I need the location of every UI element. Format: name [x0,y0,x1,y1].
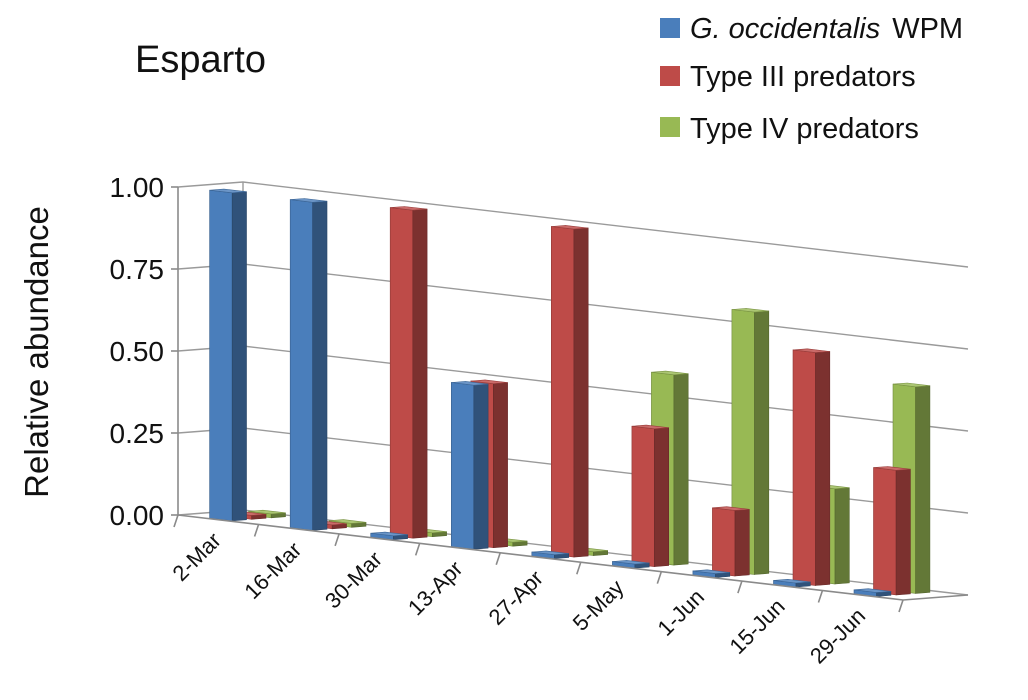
x-tick-mark [737,580,743,594]
y-tick-label: 1.00 [110,172,165,203]
legend-item-g-occidentalis: G. occidentalis WPM [660,13,963,45]
x-tick-mark [576,561,582,575]
x-tick-label: 29-Jun [805,603,870,668]
x-tick-mark [656,571,663,584]
x-tick-label: 2-Mar [168,528,226,586]
y-tick-label: 0.50 [110,336,165,367]
bar-type-iii-predators-5-may [631,424,670,567]
legend-label-type-iv: Type IV predators [690,113,919,145]
bar-type-iii-predators-30-mar [389,206,428,539]
y-tick-label: 0.00 [110,500,165,531]
y-tick-label: 0.25 [110,418,165,449]
legend-label-wpm: WPM [892,13,963,45]
bar-g-occidentalis-5-may [612,560,650,569]
x-tick-mark [817,590,824,603]
legend-label-type-iii: Type III predators [690,61,916,93]
x-tick-mark [414,543,421,556]
bar-g-occidentalis-13-apr [450,381,489,550]
x-tick-mark [173,514,179,528]
x-tick-mark [253,524,260,537]
bars-layer [209,188,931,597]
x-tick-label: 1-Jun [653,584,710,641]
legend-swatch-g-occidentalis [660,18,680,38]
bar-g-occidentalis-15-jun [773,578,811,588]
bar-g-occidentalis-30-mar [370,531,408,541]
floor-right-edge [902,594,969,601]
x-tick-label: 15-Jun [724,594,789,659]
x-tick-label: 13-Apr [403,556,467,620]
x-tick-label: 27-Apr [484,565,548,629]
legend-swatch-type-iii [660,66,680,86]
x-axis-line [177,514,904,601]
y-axis-label: Relative abundance [18,206,55,498]
bar-g-occidentalis-2-mar [209,188,247,522]
bar-g-occidentalis-16-mar [289,198,328,531]
x-tick-mark [495,552,501,566]
legend: G. occidentalis WPM Type III predators Ty… [660,13,963,145]
x-tick-label: 16-Mar [239,537,306,604]
x-tick-label: 5-May [568,575,629,636]
y-tick-label: 0.75 [110,254,165,285]
legend-label-g-occidentalis: G. occidentalis [690,13,880,45]
bar-type-iii-predators-27-apr [550,225,589,558]
legend-item-type-iii: Type III predators [660,61,916,93]
legend-swatch-type-iv [660,117,680,137]
legend-item-type-iv: Type IV predators [660,113,919,145]
bar-type-iii-predators-29-jun [873,466,911,596]
x-tick-mark [334,533,340,547]
bar-type-iii-predators-1-jun [712,506,750,577]
x-tick-mark [898,599,904,613]
x-tick-label: 30-Mar [320,546,387,613]
bar-type-iii-predators-15-jun [792,348,831,586]
chart-title: Esparto [135,39,266,81]
